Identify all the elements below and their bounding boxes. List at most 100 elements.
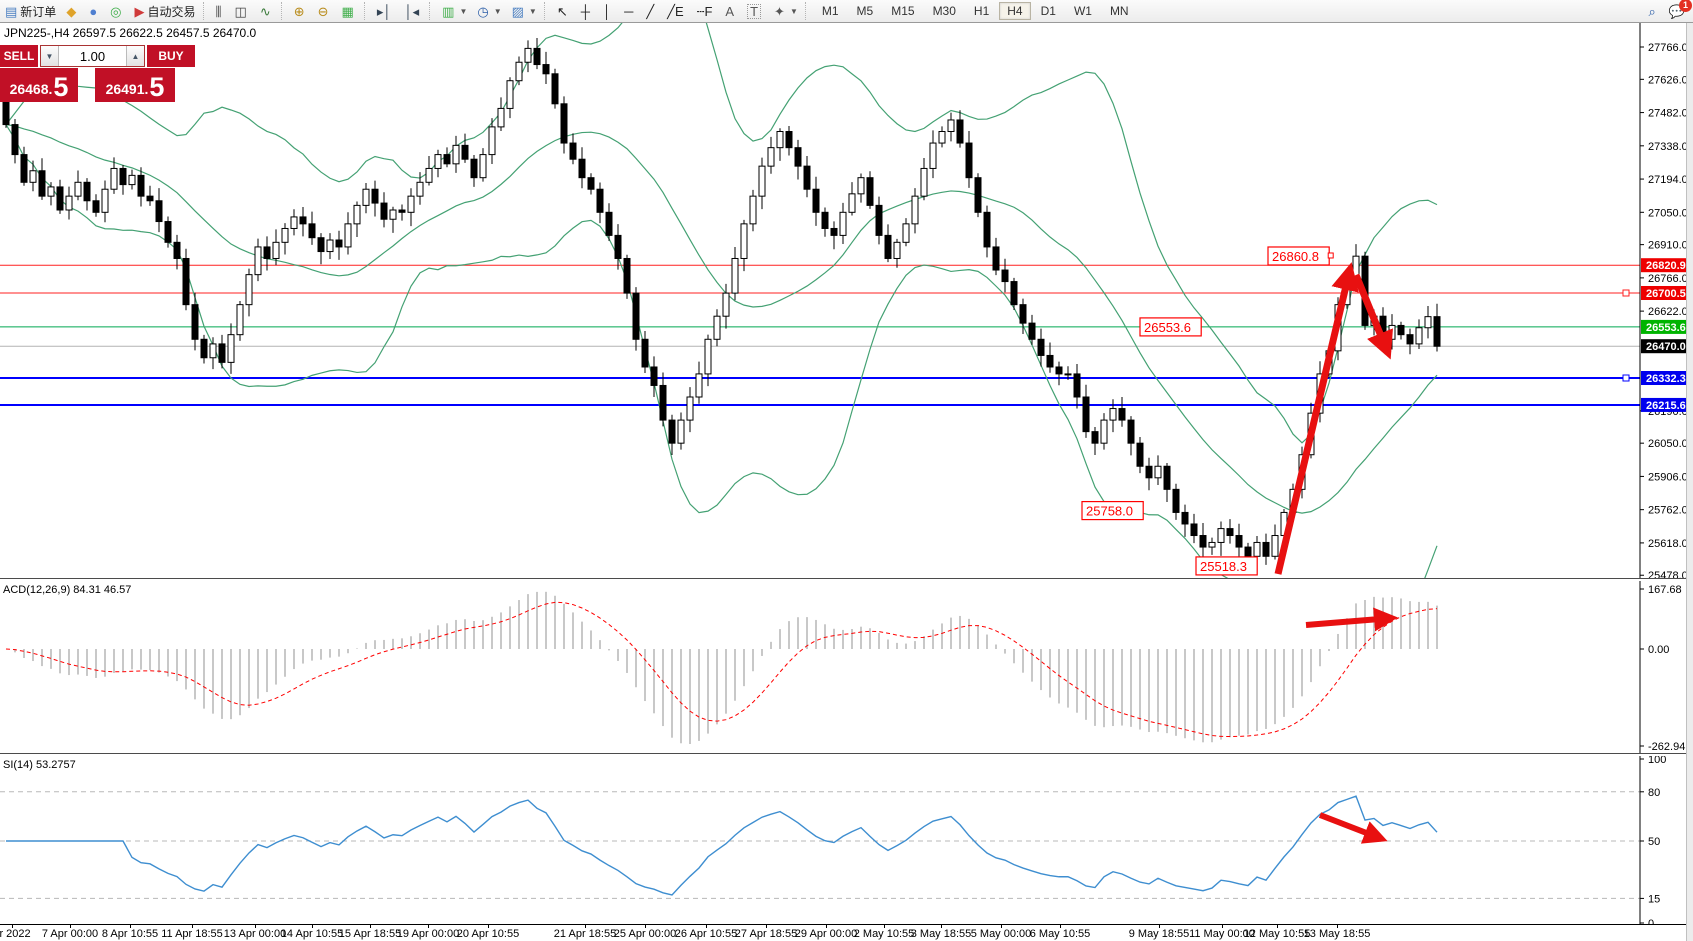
time-axis-tick <box>1060 925 1061 928</box>
rsi-canvas[interactable]: 100 80 50 15 0 <box>0 756 1693 925</box>
macd-panel[interactable]: 167.68 0.00 -262.94 ACD(12,26,9) 84.31 46.… <box>0 581 1693 753</box>
autotrading-button-label: 自动交易 <box>147 4 196 19</box>
time-axis-label: 21 Apr 18:55 <box>553 928 617 940</box>
tile-windows-icon-glyph: ▦ <box>341 3 354 19</box>
buy-price[interactable]: 26491. 5 <box>95 68 175 102</box>
timeframe-button-m15[interactable]: M15 <box>891 4 915 18</box>
svg-text:26332.3: 26332.3 <box>1646 373 1686 385</box>
svg-text:26553.6: 26553.6 <box>1144 320 1191 335</box>
price-chart-canvas[interactable]: 26860.8 26553.6 25758.0 25518.3 27766.0 27626… <box>0 23 1693 578</box>
volume-decrease-button[interactable]: ▼ <box>41 46 59 66</box>
periods-icon[interactable]: ◷ ▼ <box>472 1 506 21</box>
fibonacci-icon[interactable]: ┄F <box>692 1 721 21</box>
vertical-line-icon[interactable]: │ <box>598 1 619 21</box>
auto-scroll-icon[interactable]: ▸│ <box>372 1 400 21</box>
timeframe-button-w1[interactable]: W1 <box>1073 4 1092 18</box>
time-axis-label: 9 May 18:55 <box>1128 928 1190 940</box>
signals-icon[interactable]: ◎ <box>105 1 129 21</box>
time-axis-label: 14 Apr 10:55 <box>280 928 344 940</box>
metaeditor-icon[interactable]: ◆ <box>61 1 84 21</box>
macd-canvas[interactable]: 167.68 0.00 -262.94 <box>0 581 1693 753</box>
autotrading-button[interactable]: ▶ 自动交易 <box>130 1 201 21</box>
sell-button[interactable]: SELL <box>0 45 38 67</box>
svg-text:0.00: 0.00 <box>1648 644 1669 656</box>
crosshair-icon[interactable]: ┼ <box>576 1 598 21</box>
svg-text:167.68: 167.68 <box>1648 584 1682 596</box>
sell-price[interactable]: 26468. 5 <box>0 68 78 102</box>
time-axis-tick <box>312 925 313 928</box>
svg-text:26470.0: 26470.0 <box>1646 341 1686 353</box>
chart-shift-icon[interactable]: │◂ <box>399 1 427 21</box>
dropdown-caret-icon[interactable]: ▼ <box>459 6 468 16</box>
candlestick-chart-icon[interactable]: ◫ <box>230 1 255 21</box>
candlesticks <box>2 38 1441 571</box>
timeframe-button-m30[interactable]: M30 <box>932 4 956 18</box>
timeframe-button-mn[interactable]: MN <box>1109 4 1129 18</box>
dropdown-caret-icon[interactable]: ▼ <box>493 6 502 16</box>
bar-chart-icon[interactable]: ⫼ <box>211 1 230 21</box>
zoom-out-icon[interactable]: ⊖ <box>313 1 337 21</box>
volume-increase-button[interactable]: ▲ <box>126 46 144 66</box>
arrows-icon[interactable]: ✦ ▼ <box>769 1 803 21</box>
sell-price-main: 26468. <box>9 81 53 97</box>
time-axis-tick <box>941 925 942 928</box>
new-chart-icon[interactable]: ▥ ▼ <box>437 1 472 21</box>
autotrading-glyph: ▶ <box>134 3 145 19</box>
time-axis-label: 13 May 18:55 <box>1303 928 1371 940</box>
time-axis-tick <box>706 925 707 928</box>
time-axis-label: 20 Apr 10:55 <box>456 928 520 940</box>
svg-text:27050.0: 27050.0 <box>1648 207 1688 219</box>
rsi-level-lines <box>0 791 1640 899</box>
zoom-in-icon-glyph: ⊕ <box>293 3 305 19</box>
svg-text:-262.94: -262.94 <box>1648 741 1685 753</box>
zoom-in-icon[interactable]: ⊕ <box>289 1 313 21</box>
new-order-button[interactable]: ▤ 新订单 <box>0 1 61 21</box>
volume-stepper[interactable]: ▼ 1.00 ▲ <box>40 45 145 67</box>
horizontal-line-icon[interactable]: ─ <box>619 1 641 21</box>
time-axis-label: 8 Apr 10:55 <box>101 928 159 940</box>
notifications-icon-glyph: 💬 1 <box>1669 0 1692 18</box>
price-level-lines[interactable] <box>0 264 1640 406</box>
toolbar-separator <box>804 2 811 20</box>
time-axis-tick <box>766 925 767 928</box>
timeframe-button-h4[interactable]: H4 <box>999 2 1031 20</box>
time-axis-tick <box>1001 925 1002 928</box>
rsi-arrow[interactable] <box>1318 812 1388 844</box>
search-icon[interactable]: ⌕ <box>1644 1 1664 21</box>
price-annotations[interactable]: 26860.8 26553.6 25758.0 25518.3 <box>1081 246 1334 576</box>
rsi-panel[interactable]: 100 80 50 15 0 SI(14) 53.2757 <box>0 756 1693 925</box>
timeframe-button-d1[interactable]: D1 <box>1040 4 1056 18</box>
cursor-icon[interactable]: ↖ <box>552 1 576 21</box>
trend-arrows[interactable] <box>1274 262 1393 575</box>
dropdown-caret-icon[interactable]: ▼ <box>789 6 798 16</box>
timeframe-button-m5[interactable]: M5 <box>856 4 874 18</box>
time-axis-tick <box>826 925 827 928</box>
volume-input[interactable]: 1.00 <box>59 46 126 66</box>
line-chart-icon[interactable]: ∿ <box>255 1 279 21</box>
price-chart-panel[interactable]: 26860.8 26553.6 25758.0 25518.3 27766.0 27626… <box>0 23 1693 578</box>
time-axis-label: 12 May 10:55 <box>1243 928 1311 940</box>
equidistant-channel-icon[interactable]: ╱E <box>662 1 692 21</box>
trendline-icon[interactable]: ╱ <box>641 1 662 21</box>
tile-windows-icon[interactable]: ▦ <box>337 1 362 21</box>
svg-text:25618.0: 25618.0 <box>1648 538 1688 550</box>
notifications-icon[interactable]: 💬 1 <box>1664 0 1693 21</box>
timeframe-button-h1[interactable]: H1 <box>973 4 990 18</box>
bar-chart-icon-glyph: ⫼ <box>215 3 222 19</box>
macd-arrow[interactable] <box>1305 607 1398 632</box>
buy-button[interactable]: BUY <box>147 45 195 67</box>
text-label-icon[interactable]: T <box>742 1 769 21</box>
time-axis-tick <box>12 925 13 928</box>
dropdown-caret-icon[interactable]: ▼ <box>528 6 537 16</box>
vertical-line-icon-glyph: │ <box>602 3 612 19</box>
equidistant-channel-icon-glyph: ╱E <box>667 3 684 19</box>
time-axis-label: 25 Apr 00:00 <box>613 928 677 940</box>
market-icon[interactable]: ● <box>84 1 105 21</box>
macd-signal-line <box>5 601 1438 738</box>
templates-icon[interactable]: ▨ ▼ <box>507 1 542 21</box>
text-icon[interactable]: A <box>720 1 742 21</box>
svg-text:80: 80 <box>1648 787 1660 799</box>
timeframe-button-m1[interactable]: M1 <box>821 4 839 18</box>
